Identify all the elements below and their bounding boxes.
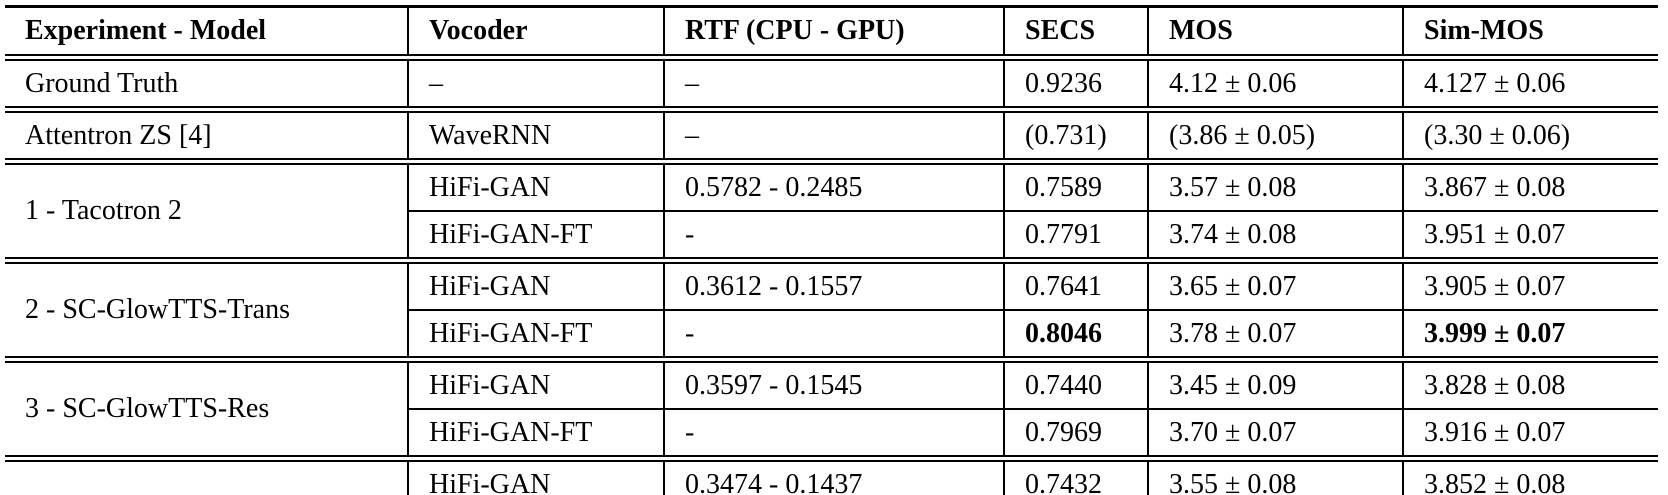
- cell-model: 2 - SC-GlowTTS-Trans: [5, 260, 408, 363]
- cell-rtf: -: [663, 310, 1004, 363]
- table-row-glowtts-trans-hifigan-ft: HiFi-GAN-FT - 0.8046 3.78 ± 0.07 3.999 ±…: [5, 310, 1658, 363]
- cell-rtf: -: [663, 211, 1004, 264]
- cell-sim-mos: 3.828 ± 0.08: [1402, 359, 1658, 410]
- cell-sim-mos: 3.999 ± 0.07: [1402, 310, 1658, 363]
- cell-model: Attentron ZS [4]: [5, 109, 408, 165]
- table-row-glowtts-gated-hifigan: 4 - SC-GlowTTS-Gated HiFi-GAN 0.3474 - 0…: [5, 458, 1658, 495]
- cell-mos: 3.70 ± 0.07: [1147, 409, 1403, 462]
- cell-vocoder: HiFi-GAN: [407, 359, 664, 410]
- cell-secs: (0.731): [1003, 109, 1148, 165]
- cell-secs: 0.9236: [1003, 57, 1148, 113]
- cell-mos: (3.86 ± 0.05): [1147, 109, 1403, 165]
- cell-sim-mos: 3.905 ± 0.07: [1402, 260, 1658, 311]
- column-header-rtf: RTF (CPU - GPU): [663, 5, 1004, 61]
- cell-sim-mos: 3.951 ± 0.07: [1402, 211, 1658, 264]
- cell-mos: 3.74 ± 0.08: [1147, 211, 1403, 264]
- cell-mos: 4.12 ± 0.06: [1147, 57, 1403, 113]
- table-row-glowtts-res-hifigan-ft: HiFi-GAN-FT - 0.7969 3.70 ± 0.07 3.916 ±…: [5, 409, 1658, 462]
- cell-sim-mos: 3.852 ± 0.08: [1402, 458, 1658, 495]
- cell-secs: 0.7589: [1003, 161, 1148, 212]
- cell-secs: 0.7791: [1003, 211, 1148, 264]
- cell-mos: 3.65 ± 0.07: [1147, 260, 1403, 311]
- cell-secs: 0.7432: [1003, 458, 1148, 495]
- cell-sim-mos: 4.127 ± 0.06: [1402, 57, 1658, 113]
- cell-mos: 3.55 ± 0.08: [1147, 458, 1403, 495]
- table-row-glowtts-res-hifigan: 3 - SC-GlowTTS-Res HiFi-GAN 0.3597 - 0.1…: [5, 359, 1658, 462]
- cell-rtf: 0.3474 - 0.1437: [663, 458, 1004, 495]
- table-row-attentron: Attentron ZS [4] WaveRNN – (0.731) (3.86…: [5, 109, 1658, 165]
- cell-vocoder: HiFi-GAN-FT: [407, 310, 664, 363]
- cell-vocoder: HiFi-GAN: [407, 260, 664, 311]
- cell-vocoder: HiFi-GAN: [407, 458, 664, 495]
- cell-sim-mos: (3.30 ± 0.06): [1402, 109, 1658, 165]
- cell-model: 3 - SC-GlowTTS-Res: [5, 359, 408, 462]
- table-row-ground-truth: Ground Truth – – 0.9236 4.12 ± 0.06 4.12…: [5, 57, 1658, 113]
- column-header-mos: MOS: [1147, 5, 1403, 61]
- cell-rtf: 0.3612 - 0.1557: [663, 260, 1004, 311]
- results-table: Experiment - Model Vocoder RTF (CPU - GP…: [5, 5, 1658, 495]
- table-row-tacotron2-hifigan: 1 - Tacotron 2 HiFi-GAN 0.5782 - 0.2485 …: [5, 161, 1658, 264]
- cell-model: 1 - Tacotron 2: [5, 161, 408, 264]
- cell-mos: 3.45 ± 0.09: [1147, 359, 1403, 410]
- cell-rtf: -: [663, 409, 1004, 462]
- cell-secs: 0.7440: [1003, 359, 1148, 410]
- column-header-secs: SECS: [1003, 5, 1148, 61]
- cell-model: Ground Truth: [5, 57, 408, 113]
- cell-secs: 0.7641: [1003, 260, 1148, 311]
- cell-secs: 0.7969: [1003, 409, 1148, 462]
- table-row-glowtts-trans-hifigan: 2 - SC-GlowTTS-Trans HiFi-GAN 0.3612 - 0…: [5, 260, 1658, 363]
- header-row: Experiment - Model Vocoder RTF (CPU - GP…: [5, 5, 1658, 61]
- column-header-vocoder: Vocoder: [407, 5, 664, 61]
- cell-secs: 0.8046: [1003, 310, 1148, 363]
- cell-mos: 3.57 ± 0.08: [1147, 161, 1403, 212]
- cell-rtf: –: [663, 57, 1004, 113]
- cell-vocoder: –: [407, 57, 664, 113]
- cell-rtf: 0.3597 - 0.1545: [663, 359, 1004, 410]
- cell-model: 4 - SC-GlowTTS-Gated: [5, 458, 408, 495]
- cell-rtf: –: [663, 109, 1004, 165]
- cell-rtf: 0.5782 - 0.2485: [663, 161, 1004, 212]
- column-header-experiment-model: Experiment - Model: [5, 5, 408, 61]
- column-header-sim-mos: Sim-MOS: [1402, 5, 1658, 61]
- cell-mos: 3.78 ± 0.07: [1147, 310, 1403, 363]
- cell-vocoder: WaveRNN: [407, 109, 664, 165]
- cell-sim-mos: 3.916 ± 0.07: [1402, 409, 1658, 462]
- cell-vocoder: HiFi-GAN-FT: [407, 409, 664, 462]
- cell-vocoder: HiFi-GAN-FT: [407, 211, 664, 264]
- cell-vocoder: HiFi-GAN: [407, 161, 664, 212]
- cell-sim-mos: 3.867 ± 0.08: [1402, 161, 1658, 212]
- table-row-tacotron2-hifigan-ft: HiFi-GAN-FT - 0.7791 3.74 ± 0.08 3.951 ±…: [5, 211, 1658, 264]
